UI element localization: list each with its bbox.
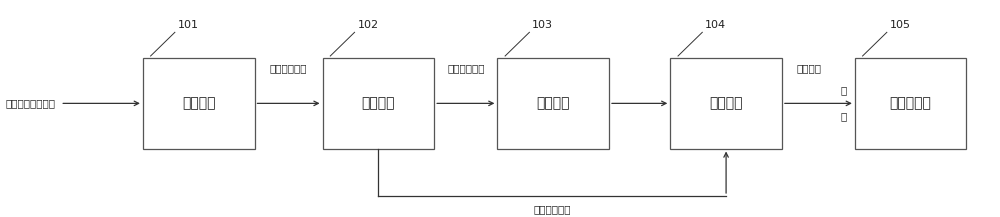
Text: 极: 极 (840, 111, 846, 121)
Text: 104: 104 (705, 20, 726, 30)
Text: 第二电压信号: 第二电压信号 (533, 205, 571, 215)
Text: 第一电压信号: 第一电压信号 (447, 63, 485, 73)
Text: 原始驱动信号: 原始驱动信号 (270, 63, 307, 73)
Text: 105: 105 (890, 20, 911, 30)
Bar (143, 58, 255, 149)
Text: 输出信号: 输出信号 (796, 63, 821, 73)
Text: 驱动模块: 驱动模块 (182, 96, 215, 110)
Bar (670, 58, 782, 149)
Bar (497, 58, 609, 149)
Text: 积分模块: 积分模块 (536, 96, 570, 110)
Text: 碳化硅器件: 碳化硅器件 (890, 96, 932, 110)
Bar (323, 58, 434, 149)
Text: 103: 103 (532, 20, 553, 30)
Text: 102: 102 (357, 20, 379, 30)
Text: 脉冲宽度调制信号: 脉冲宽度调制信号 (5, 98, 55, 108)
Text: 101: 101 (178, 20, 199, 30)
Text: 栅: 栅 (840, 85, 846, 95)
Bar (855, 58, 966, 149)
Text: 差分模块: 差分模块 (709, 96, 743, 110)
Text: 分压模块: 分压模块 (362, 96, 395, 110)
